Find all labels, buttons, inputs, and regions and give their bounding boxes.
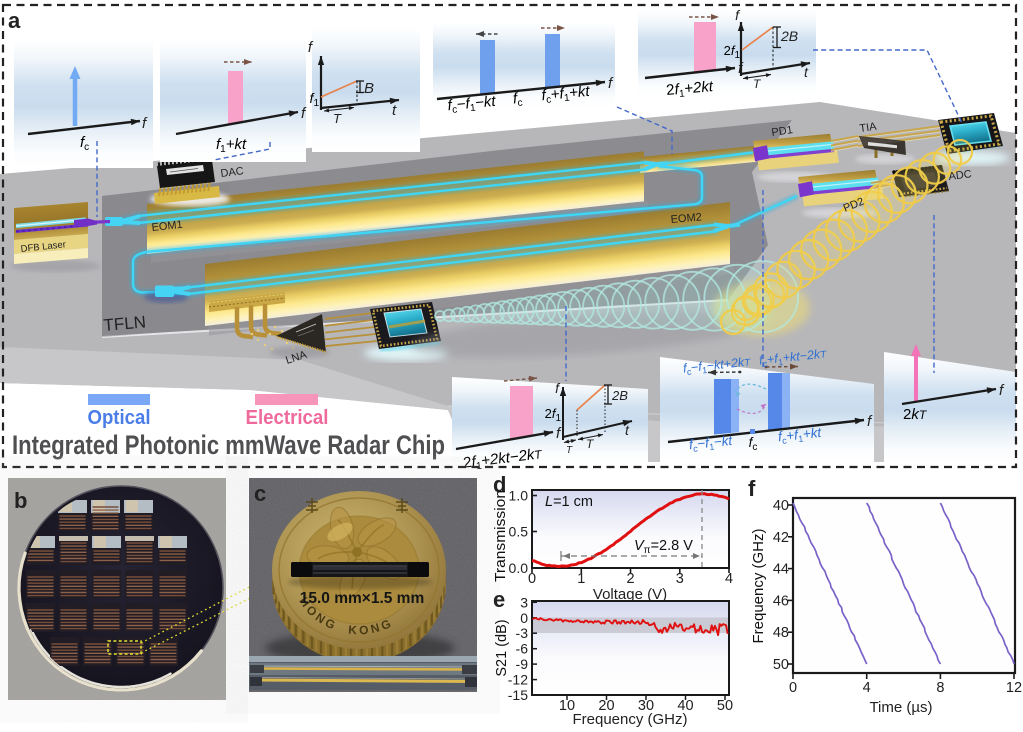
svg-text:-15: -15 bbox=[508, 687, 528, 703]
svg-text:ADC: ADC bbox=[948, 168, 973, 183]
svg-text:fc+f1+kt: fc+f1+kt bbox=[541, 83, 592, 107]
svg-text:50: 50 bbox=[717, 698, 733, 714]
svg-text:3: 3 bbox=[520, 594, 528, 610]
svg-text:8: 8 bbox=[936, 680, 944, 696]
svg-text:42: 42 bbox=[773, 530, 789, 546]
svg-text:2B: 2B bbox=[780, 28, 798, 44]
svg-text:20: 20 bbox=[598, 698, 614, 714]
svg-text:10: 10 bbox=[559, 698, 575, 714]
svg-text:48: 48 bbox=[773, 625, 789, 641]
svg-text:f: f bbox=[999, 382, 1005, 399]
svg-text:T: T bbox=[753, 77, 762, 91]
svg-text:TFLN: TFLN bbox=[103, 312, 147, 335]
svg-text:e: e bbox=[493, 587, 505, 612]
svg-text:T: T bbox=[566, 445, 573, 456]
svg-text:fc: fc bbox=[80, 134, 89, 153]
svg-text:S21 (dB): S21 (dB) bbox=[494, 619, 510, 676]
svg-text:12: 12 bbox=[1006, 680, 1022, 696]
svg-text:f1+kt: f1+kt bbox=[216, 136, 247, 155]
svg-text:fc−f1−kt: fc−f1−kt bbox=[447, 93, 498, 117]
svg-text:3: 3 bbox=[676, 571, 684, 587]
svg-text:PD1: PD1 bbox=[771, 124, 794, 139]
svg-text:c: c bbox=[254, 481, 266, 506]
svg-text:DFB Laser: DFB Laser bbox=[20, 239, 66, 255]
svg-text:2: 2 bbox=[626, 571, 634, 587]
svg-text:Optical: Optical bbox=[88, 407, 151, 429]
svg-text:2B: 2B bbox=[611, 388, 628, 403]
svg-text:Vπ=2.8 V: Vπ=2.8 V bbox=[634, 538, 693, 556]
svg-text:f: f bbox=[748, 476, 756, 501]
svg-text:L=1 cm: L=1 cm bbox=[545, 494, 593, 510]
svg-text:d: d bbox=[493, 472, 506, 497]
svg-text:15.0 mm×1.5 mm: 15.0 mm×1.5 mm bbox=[300, 590, 425, 607]
svg-text:t: t bbox=[392, 102, 397, 119]
svg-text:1: 1 bbox=[577, 571, 585, 587]
svg-text:fc+f1+kt−2kT: fc+f1+kt−2kT bbox=[758, 346, 828, 369]
svg-text:40: 40 bbox=[773, 498, 789, 514]
svg-text:b: b bbox=[14, 488, 27, 513]
svg-text:fc: fc bbox=[749, 435, 758, 453]
svg-text:fc−f1−kt+2kT: fc−f1−kt+2kT bbox=[682, 354, 752, 377]
svg-text:f: f bbox=[608, 75, 614, 92]
svg-text:-9: -9 bbox=[516, 656, 529, 672]
svg-text:EOM1: EOM1 bbox=[151, 219, 183, 234]
svg-text:Voltage (V): Voltage (V) bbox=[593, 586, 667, 603]
svg-text:EOM2: EOM2 bbox=[670, 211, 702, 226]
svg-text:4: 4 bbox=[863, 680, 871, 696]
svg-text:fc+f1+kt: fc+f1+kt bbox=[777, 425, 823, 447]
svg-text:40: 40 bbox=[677, 698, 693, 714]
svg-text:Frequency (GHz): Frequency (GHz) bbox=[750, 528, 767, 643]
svg-text:T: T bbox=[586, 437, 595, 451]
svg-text:2kT: 2kT bbox=[903, 406, 928, 423]
svg-text:Electrical: Electrical bbox=[246, 407, 329, 429]
svg-text:f: f bbox=[867, 413, 873, 430]
svg-text:TIA: TIA bbox=[859, 121, 878, 135]
svg-text:Frequency (GHz): Frequency (GHz) bbox=[572, 711, 687, 727]
svg-text:44: 44 bbox=[773, 562, 789, 578]
svg-text:f: f bbox=[301, 105, 307, 122]
svg-text:0.5: 0.5 bbox=[509, 524, 529, 540]
svg-text:T: T bbox=[333, 111, 342, 126]
svg-text:t: t bbox=[625, 422, 630, 438]
svg-text:-6: -6 bbox=[516, 641, 529, 657]
svg-text:0: 0 bbox=[528, 571, 536, 587]
svg-text:0.0: 0.0 bbox=[509, 560, 529, 576]
svg-text:46: 46 bbox=[773, 593, 789, 609]
svg-text:Time (µs): Time (µs) bbox=[869, 699, 932, 716]
svg-text:fc−f1−kt: fc−f1−kt bbox=[688, 433, 734, 455]
svg-text:DAC: DAC bbox=[220, 165, 245, 180]
svg-text:f: f bbox=[308, 39, 314, 56]
svg-text:30: 30 bbox=[638, 698, 654, 714]
svg-text:B: B bbox=[364, 80, 374, 97]
svg-text:1.0: 1.0 bbox=[509, 488, 529, 504]
svg-text:2f1+2kt: 2f1+2kt bbox=[666, 78, 715, 101]
svg-text:4: 4 bbox=[725, 571, 733, 587]
svg-text:fc: fc bbox=[512, 90, 523, 110]
svg-text:f: f bbox=[555, 380, 561, 396]
svg-text:-12: -12 bbox=[508, 672, 528, 688]
svg-text:f: f bbox=[142, 115, 148, 132]
svg-text:f: f bbox=[556, 425, 562, 442]
svg-text:f: f bbox=[735, 7, 741, 23]
svg-text:a: a bbox=[8, 8, 21, 33]
svg-text:0: 0 bbox=[789, 680, 797, 696]
svg-text:Transmission: Transmission bbox=[493, 490, 509, 582]
svg-text:-3: -3 bbox=[516, 625, 529, 641]
svg-text:f1: f1 bbox=[310, 90, 320, 109]
svg-text:Integrated Photonic mmWave Rad: Integrated Photonic mmWave Radar Chip bbox=[12, 430, 445, 460]
svg-text:0: 0 bbox=[520, 610, 528, 626]
svg-text:t: t bbox=[804, 64, 809, 80]
svg-text:50: 50 bbox=[773, 657, 789, 673]
